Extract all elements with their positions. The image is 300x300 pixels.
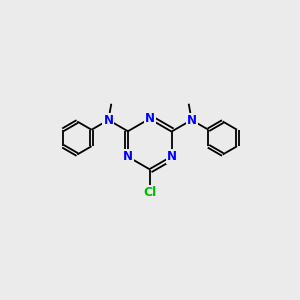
Text: Cl: Cl [143,185,157,199]
Text: N: N [187,113,196,127]
Text: N: N [103,113,113,127]
Text: N: N [167,150,177,163]
Text: N: N [123,150,133,163]
Text: N: N [145,112,155,125]
